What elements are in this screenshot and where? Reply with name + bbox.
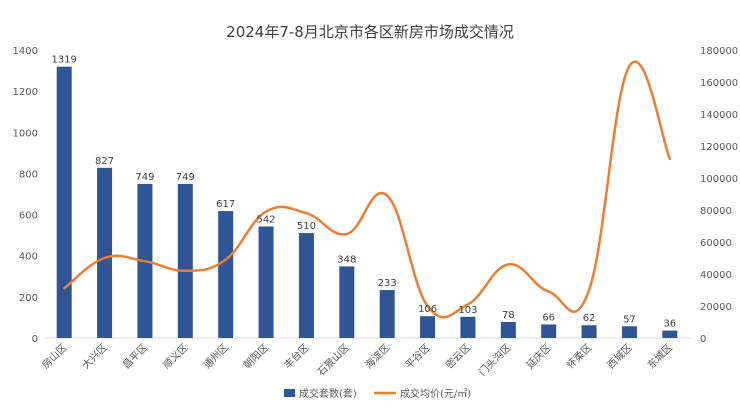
data-labels: 1319 827 749 749 617 542 510 348 233 106 103 78 66 62… [51, 55, 676, 330]
bar [500, 321, 516, 338]
bar-data-label: 36 [663, 319, 676, 330]
y-right-tick-label: 40000 [700, 270, 732, 281]
x-tick-label: 昌平区 [120, 342, 150, 372]
bar [218, 211, 234, 338]
y-left-tick-label: 200 [19, 293, 38, 304]
x-tick-label: 顺义区 [161, 342, 191, 372]
chart-title: 2024年7-8月北京市各区新房市场成交情况 [226, 23, 514, 41]
legend: 成交套数(套) 成交均价(元/㎡) [284, 387, 471, 400]
bar-data-label: 103 [458, 305, 477, 316]
y-right-tick-label: 20000 [700, 302, 732, 313]
x-tick-label: 通州区 [201, 342, 231, 372]
bar-data-label: 233 [378, 278, 397, 289]
bar-data-label: 62 [583, 313, 596, 324]
bar-data-label: 749 [176, 172, 195, 183]
y-right-tick-label: 160000 [700, 78, 738, 89]
bar [581, 325, 597, 338]
x-tick-label: 丰台区 [281, 341, 311, 371]
y-right-tick-label: 0 [700, 334, 706, 345]
line-series [62, 60, 672, 319]
x-tick-label: 房山区 [39, 341, 69, 371]
x-tick-label: 石景山区 [315, 342, 352, 379]
y-left-tick-label: 600 [19, 211, 38, 222]
x-tick-label: 大兴区 [79, 341, 109, 371]
x-tick-label: 怀柔区 [564, 342, 594, 372]
x-tick-label: 西城区 [605, 342, 635, 372]
bar-data-label: 106 [418, 304, 437, 315]
bar [56, 66, 72, 339]
bar-data-label: 66 [542, 312, 555, 323]
x-tick-label: 门头沟区 [476, 341, 513, 378]
price-line [62, 60, 672, 319]
legend-line-label: 成交均价(元/㎡) [400, 387, 471, 400]
y-right-tick-label: 180000 [700, 46, 738, 57]
y-right-tick-label: 60000 [700, 238, 732, 249]
bar [339, 266, 355, 338]
x-tick-label: 朝阳区 [241, 342, 271, 372]
legend-bar-label: 成交套数(套) [299, 387, 357, 400]
bar-data-label: 78 [502, 310, 515, 321]
bar-data-label: 510 [297, 221, 316, 232]
bar-data-label: 57 [623, 314, 636, 325]
legend-bar-swatch [284, 389, 295, 397]
y-left-tick-label: 1000 [13, 128, 38, 139]
y-left-tick-label: 800 [19, 169, 38, 180]
bar-data-label: 1319 [51, 55, 76, 66]
bar-data-label: 749 [135, 172, 154, 183]
y-right-tick-label: 140000 [700, 110, 738, 121]
y-right-tick-label: 120000 [700, 142, 738, 153]
bar [460, 316, 476, 338]
y-left-tick-label: 1200 [13, 87, 38, 98]
x-tick-label: 海淀区 [362, 341, 392, 371]
bar [621, 326, 637, 338]
y-left-tick-label: 1400 [13, 46, 38, 57]
bar [258, 226, 274, 338]
bar-data-label: 827 [95, 156, 114, 167]
x-tick-label: 延庆区 [523, 341, 553, 371]
y-right-tick-label: 80000 [700, 206, 732, 217]
bar [379, 290, 395, 338]
bar [298, 233, 314, 338]
bar [541, 324, 557, 338]
bar-data-label: 348 [337, 254, 356, 265]
bar [662, 330, 678, 338]
bar-data-label: 542 [257, 215, 276, 226]
y-left-tick-label: 0 [32, 334, 38, 345]
bar [420, 316, 436, 338]
y-left-tick-label: 400 [19, 252, 38, 263]
y-right-tick-label: 100000 [700, 174, 738, 185]
x-tick-label: 平谷区 [403, 342, 433, 372]
bar-series [56, 66, 678, 339]
x-tick-label: 东城区 [645, 341, 675, 371]
bar [97, 167, 113, 338]
bar-data-label: 617 [216, 199, 235, 210]
x-tick-label: 密云区 [443, 341, 473, 371]
bar [177, 183, 193, 338]
